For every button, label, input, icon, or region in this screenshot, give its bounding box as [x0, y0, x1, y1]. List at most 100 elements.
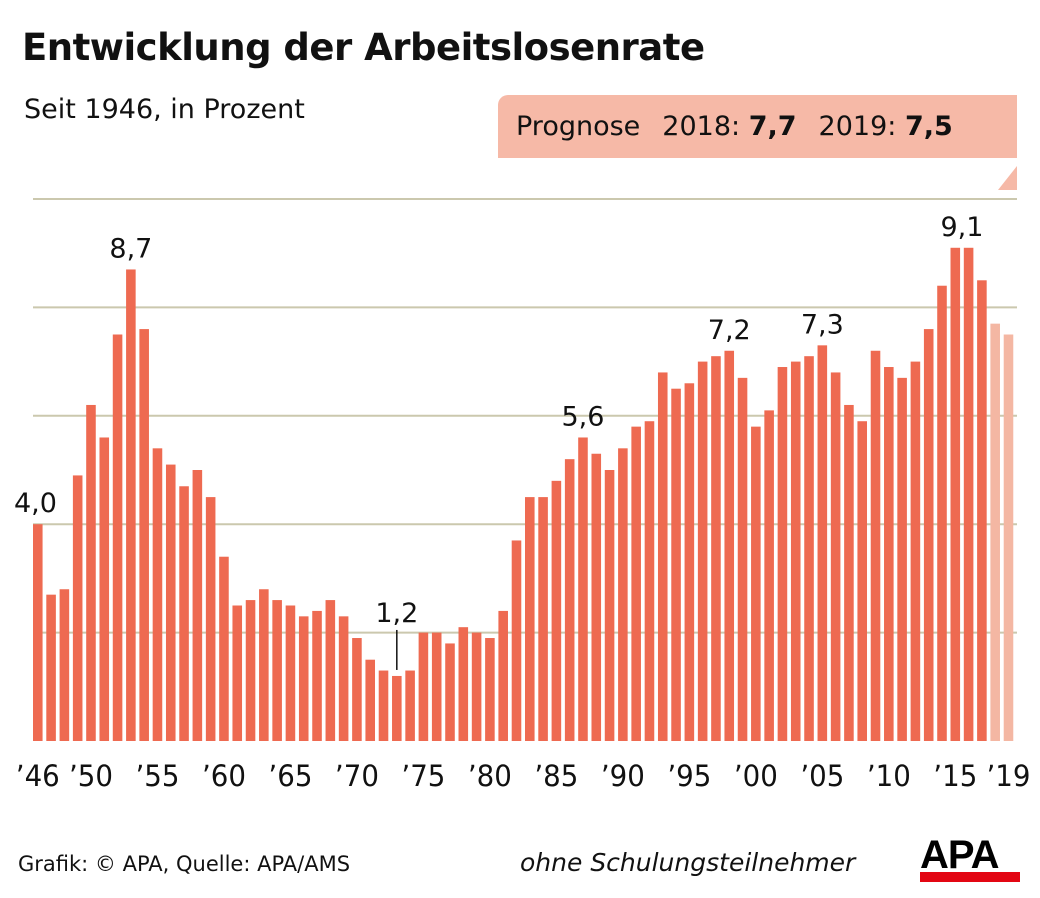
forecast-year-2018: 2018: — [662, 111, 741, 142]
x-tick-label: ’75 — [401, 759, 445, 793]
bar-1951 — [99, 437, 110, 741]
bar-1950 — [86, 404, 96, 741]
x-tick-label: ’80 — [468, 759, 512, 793]
bar-2005 — [817, 345, 828, 741]
bar-1996 — [697, 361, 708, 741]
data-label: 7,3 — [801, 309, 844, 340]
bar-1968 — [325, 600, 336, 741]
x-tick-label: ’70 — [335, 759, 379, 793]
bar-1986 — [564, 459, 575, 741]
bar-2019 — [1003, 334, 1014, 741]
bar-1980 — [485, 638, 495, 741]
bar-2002 — [777, 367, 788, 741]
bar-1967 — [312, 610, 322, 741]
bar-1994 — [671, 388, 681, 741]
forecast-value-2018: 7,7 — [748, 111, 797, 142]
bar-1998 — [724, 350, 735, 741]
bar-1982 — [511, 540, 522, 741]
bar-1963 — [259, 589, 269, 741]
bar-1974 — [405, 670, 415, 741]
bar-1948 — [59, 589, 70, 741]
bar-1999 — [737, 377, 748, 741]
data-label: 4,0 — [14, 488, 57, 519]
bar-1962 — [245, 600, 256, 741]
bar-1957 — [179, 486, 189, 741]
data-label: 8,7 — [109, 233, 152, 264]
bar-2013 — [923, 329, 934, 741]
x-tick-label: ’50 — [69, 759, 113, 793]
logo-text: APA — [920, 833, 999, 877]
x-tick-label: ’00 — [734, 759, 778, 793]
bar-1978 — [458, 627, 469, 741]
bar-1984 — [538, 497, 548, 741]
data-label: 5,6 — [561, 401, 604, 432]
x-tick-label: ’65 — [268, 759, 312, 793]
bar-1969 — [338, 616, 349, 741]
bar-1988 — [591, 453, 602, 741]
bar-1995 — [684, 383, 695, 741]
bar-1975 — [418, 632, 429, 741]
forecast-box: Prognose 2018: 7,7 2019: 7,5 — [498, 95, 1017, 158]
bar-2012 — [910, 361, 921, 741]
bar-1947 — [46, 594, 56, 741]
data-label: 1,2 — [375, 598, 418, 629]
chart-subtitle: Seit 1946, in Prozent — [24, 94, 305, 125]
bar-1972 — [378, 670, 389, 741]
bar-1991 — [631, 426, 641, 741]
bar-2000 — [751, 426, 761, 741]
source-credit: Grafik: © APA, Quelle: APA/AMS — [18, 852, 351, 876]
bar-1990 — [618, 448, 628, 741]
x-tick-label: ’10 — [867, 759, 911, 793]
bar-2014 — [937, 285, 947, 741]
bar-1966 — [298, 616, 309, 741]
x-tick-label: ’85 — [534, 759, 578, 793]
bar-2001 — [764, 410, 774, 741]
bar-2016 — [963, 247, 974, 741]
bar-1949 — [72, 475, 83, 741]
footnote: ohne Schulungsteilnehmer — [520, 848, 856, 877]
data-label: 9,1 — [940, 212, 983, 243]
bar-1959 — [205, 497, 216, 741]
bar-1964 — [272, 600, 282, 741]
bar-1981 — [498, 610, 508, 741]
bar-1977 — [445, 643, 455, 741]
x-tick-label: ’60 — [202, 759, 246, 793]
bar-1979 — [471, 632, 482, 741]
bar-1992 — [644, 421, 655, 741]
bar-1983 — [525, 497, 535, 741]
bar-1973 — [392, 675, 402, 741]
bar-2018 — [990, 323, 1000, 741]
bar-2010 — [884, 367, 894, 741]
bar-1976 — [431, 632, 442, 741]
bar-1952 — [112, 334, 123, 741]
chart-title: Entwicklung der Arbeitslosenrate — [22, 26, 705, 69]
bar-1993 — [657, 372, 668, 741]
x-tick-label: ’15 — [933, 759, 977, 793]
bar-1954 — [139, 329, 149, 741]
bar-2008 — [857, 421, 868, 741]
bar-2015 — [950, 247, 961, 741]
bar-2004 — [804, 356, 814, 741]
bar-2003 — [790, 361, 801, 741]
bar-1965 — [285, 605, 296, 741]
bar-1958 — [192, 470, 203, 741]
bar-1953 — [126, 269, 136, 741]
x-tick-label: ’95 — [667, 759, 711, 793]
bar-2009 — [870, 350, 881, 741]
bar-1955 — [152, 448, 163, 741]
forecast-year-2019: 2019: — [818, 111, 897, 142]
bar-1985 — [551, 480, 562, 741]
bar-2007 — [844, 404, 854, 741]
bar-1956 — [165, 464, 176, 741]
bar-2017 — [977, 280, 987, 741]
x-tick-label: ’05 — [800, 759, 844, 793]
bar-1946 — [33, 524, 43, 741]
x-tick-label: ’55 — [135, 759, 179, 793]
x-tick-label: ’19 — [986, 759, 1030, 793]
bar-1971 — [365, 659, 376, 741]
bar-1987 — [578, 437, 588, 741]
forecast-label: Prognose — [516, 111, 641, 142]
x-tick-label: ’46 — [16, 759, 60, 793]
bar-1960 — [219, 556, 229, 741]
